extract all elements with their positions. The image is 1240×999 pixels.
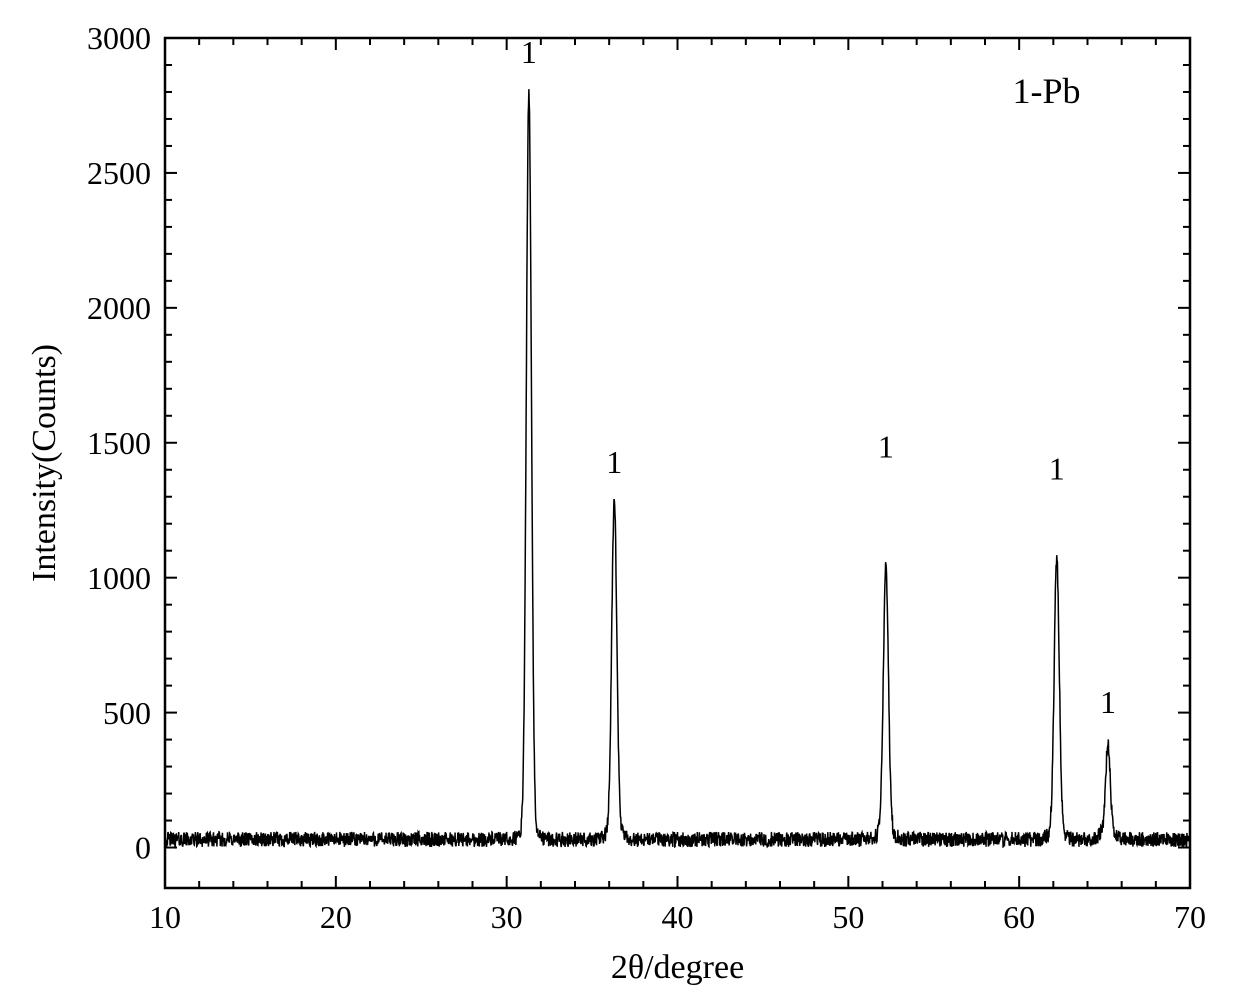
y-tick-label: 1000: [87, 560, 151, 596]
peak-label: 1: [521, 34, 537, 70]
y-tick-label: 500: [103, 695, 151, 731]
peak-label: 1: [878, 429, 894, 465]
x-tick-label: 60: [1003, 899, 1035, 935]
y-tick-label: 3000: [87, 20, 151, 56]
x-tick-label: 10: [149, 899, 181, 935]
x-tick-label: 40: [662, 899, 694, 935]
x-tick-label: 20: [320, 899, 352, 935]
y-tick-label: 2500: [87, 155, 151, 191]
y-axis-label: Intensity(Counts): [26, 344, 63, 582]
peak-label: 1: [1049, 451, 1065, 487]
x-tick-label: 30: [491, 899, 523, 935]
x-tick-label: 50: [832, 899, 864, 935]
peak-label: 1: [1100, 684, 1116, 720]
y-tick-label: 2000: [87, 290, 151, 326]
spectrum-line: [165, 89, 1190, 847]
legend-label: 1-Pb: [1012, 71, 1080, 111]
x-axis-label: 2θ/degree: [611, 949, 744, 986]
xrd-chart: 10 20 30 40 50 60 70 0 500 1000 1500 2000 2500 3000 2θ…: [0, 0, 1240, 999]
peak-label: 1: [606, 444, 622, 480]
y-tick-label: 1500: [87, 425, 151, 461]
x-tick-label: 70: [1174, 899, 1206, 935]
chart-svg: 10 20 30 40 50 60 70 0 500 1000 1500 2000 2500 3000 2θ…: [0, 0, 1240, 999]
y-tick-label: 0: [135, 830, 151, 866]
